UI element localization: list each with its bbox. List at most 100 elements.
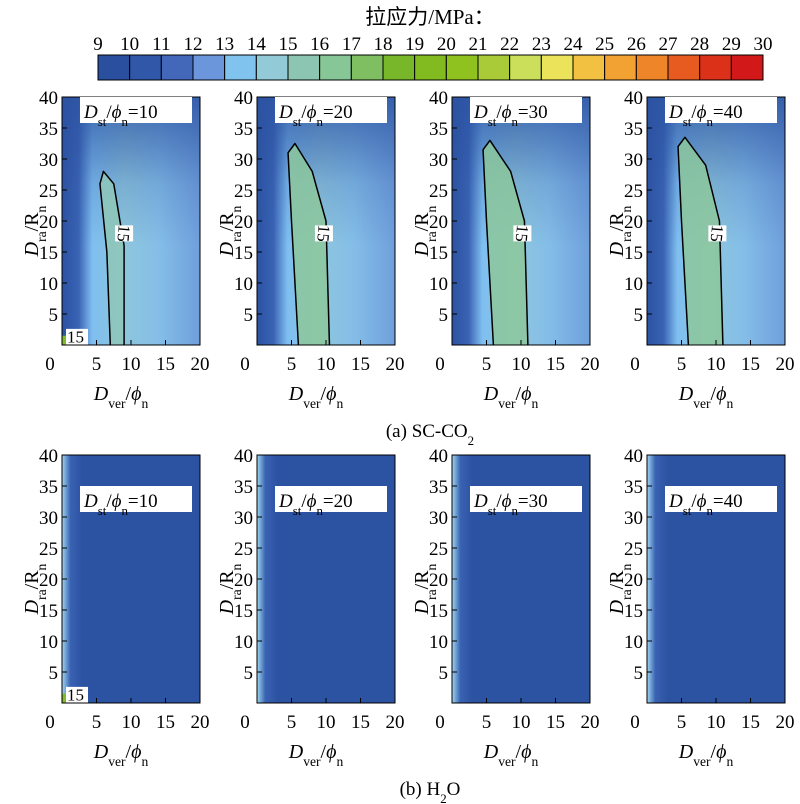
panel-label-part: st <box>98 503 107 518</box>
contour-label-bg <box>708 225 727 242</box>
colorbar-tick-label: 23 <box>532 34 551 55</box>
y-axis-label-part: ra <box>424 231 439 242</box>
hotspot <box>62 693 66 703</box>
y-tick-label: 5 <box>244 305 254 326</box>
colorbar-title: 拉应力/MPa： <box>365 5 495 29</box>
y-tick-label: 30 <box>624 508 643 529</box>
colorbar-swatch <box>572 54 606 81</box>
y-tick-label: 5 <box>439 663 449 684</box>
x-tick-label: 15 <box>741 354 760 375</box>
panel-label-part: =10 <box>128 491 158 512</box>
contour-label-bg <box>115 225 134 242</box>
panel-label: Dst/ϕn=40 <box>668 102 743 129</box>
x-axis-label-part: ver <box>498 754 516 769</box>
panel-label-bg <box>80 97 192 123</box>
colorbar-tick-label: 30 <box>754 34 773 55</box>
y-tick-label: 5 <box>634 663 644 684</box>
y-tick-label: 25 <box>624 181 643 202</box>
panel-label-part: st <box>98 114 107 129</box>
x-axis-label-part: n <box>141 396 148 411</box>
y-tick-label: 20 <box>39 570 58 591</box>
corner-label-bg <box>66 328 88 345</box>
panel-label-bg <box>275 97 387 123</box>
y-axis-label-part: /R <box>411 212 433 232</box>
y-axis-label-part: /R <box>21 212 43 232</box>
x-axis-label-part: ver <box>693 396 711 411</box>
colorbar-tick-label: 12 <box>184 34 203 55</box>
x-tick-label: 5 <box>287 712 297 733</box>
colorbar-tick-label: 11 <box>152 34 170 55</box>
y-axis-label-part: n <box>424 205 439 212</box>
panel-label-part: ϕ <box>502 102 512 123</box>
panel-label-part: D <box>473 491 488 512</box>
y-tick-label: 25 <box>624 539 643 560</box>
y-tick-label: 25 <box>234 539 253 560</box>
y-axis-label-part: n <box>619 563 634 570</box>
y-axis-label-part: n <box>424 563 439 570</box>
x-axis-label-part: n <box>726 396 733 411</box>
colorbar-tick-label: 24 <box>564 34 584 55</box>
y-axis-label: Dra/Rn <box>411 563 439 615</box>
panel-label-part: ϕ <box>697 491 707 512</box>
x-axis-label-part: D <box>288 741 304 763</box>
y-tick-label: 20 <box>429 570 448 591</box>
panel-label-part: n <box>316 503 323 518</box>
x-tick-label: 10 <box>317 712 336 733</box>
colorbar-tick-label: 9 <box>93 34 103 55</box>
panel-label: Dst/ϕn=30 <box>473 102 548 129</box>
colorbar-tick-label: 26 <box>627 34 646 55</box>
panel-label-part: / <box>496 102 502 123</box>
y-axis-label-part: D <box>606 241 628 257</box>
panel-label-part: D <box>473 102 488 123</box>
colorbar-tick-label: 17 <box>342 34 361 55</box>
x-tick-label: 0 <box>435 354 445 375</box>
x-tick-label: 15 <box>546 354 565 375</box>
x-tick-label: 10 <box>122 712 141 733</box>
x-axis-label-part: ϕ <box>716 383 726 405</box>
x-axis-label-part: ver <box>498 396 516 411</box>
x-axis-label-part: ϕ <box>131 383 141 405</box>
x-axis-label-part: / <box>126 383 132 405</box>
y-axis-label: Dra/Rn <box>216 205 244 257</box>
colorbar-tick-label: 14 <box>247 34 267 55</box>
contour-label: 15 <box>512 224 532 243</box>
x-axis-label-part: D <box>483 741 499 763</box>
x-axis-label-part: ver <box>108 396 126 411</box>
x-tick-label: 0 <box>240 354 250 375</box>
colorbar-tick-label: 16 <box>310 34 329 55</box>
y-tick-label: 10 <box>39 274 58 295</box>
row-caption-part: 2 <box>440 791 446 804</box>
colorbar-swatch <box>445 54 479 81</box>
colorbar: 9 10 11 12 13 14 15 16 17 18 19 20 21 22 23 24 25 26 27 28 2… <box>93 34 773 81</box>
x-axis-label-part: / <box>126 741 132 763</box>
x-axis-label: Dver/ϕn <box>483 383 539 411</box>
x-tick-label: 10 <box>707 354 726 375</box>
x-tick-label: 15 <box>156 354 175 375</box>
y-tick-label: 40 <box>39 88 58 109</box>
y-tick-label: 15 <box>429 243 448 264</box>
y-axis-label-part: /R <box>606 212 628 232</box>
panel-label-part: =20 <box>323 102 353 123</box>
x-tick-label: 20 <box>191 354 210 375</box>
y-tick-label: 5 <box>634 305 644 326</box>
y-axis-label-part: /R <box>411 570 433 590</box>
x-axis-label: Dver/ϕn <box>93 741 149 769</box>
colorbar-swatch <box>604 54 637 81</box>
colorbar-swatch <box>414 54 447 81</box>
x-axis-label: Dver/ϕn <box>288 383 344 411</box>
colorbar-swatch <box>699 54 732 81</box>
y-axis-label-part: /R <box>606 570 628 590</box>
colorbar-tick-label: 10 <box>120 34 139 55</box>
x-tick-label: 15 <box>741 712 760 733</box>
x-axis-label-part: ϕ <box>131 741 141 763</box>
panel-label-part: ϕ <box>307 491 317 512</box>
y-tick-label: 30 <box>39 150 58 171</box>
y-tick-label: 40 <box>234 446 253 467</box>
y-tick-label: 15 <box>429 601 448 622</box>
x-axis-label-part: D <box>483 383 499 405</box>
y-tick-label: 35 <box>234 119 253 140</box>
y-axis-label: Dra/Rn <box>606 205 634 257</box>
